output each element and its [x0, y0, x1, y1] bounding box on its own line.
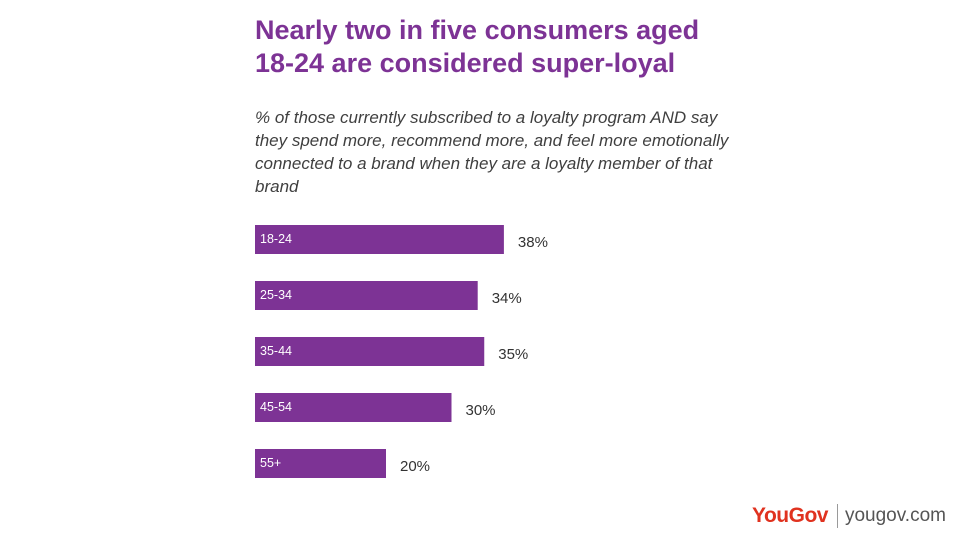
- chart-title-line-1: Nearly two in five consumers aged: [255, 15, 700, 45]
- value-label-55: 20%: [400, 458, 430, 475]
- bar-45-54: [255, 393, 452, 422]
- yougov-logo: YouGov: [752, 504, 828, 527]
- category-label-45-54: 45-54: [260, 400, 292, 414]
- logo-divider: [836, 504, 838, 528]
- bar-35-44: [255, 337, 485, 366]
- value-label-25-34: 34%: [492, 290, 522, 307]
- value-label-35-44: 35%: [498, 346, 528, 363]
- category-label-55: 55+: [260, 456, 281, 470]
- brand-url: yougov.com: [844, 505, 946, 526]
- chart-subtitle: % of those currently subscribed to a loy…: [255, 108, 729, 196]
- category-label-18-24: 18-24: [260, 232, 292, 246]
- bar-25-34: [255, 281, 478, 310]
- value-label-18-24: 38%: [518, 234, 548, 251]
- brand-footer: YouGov yougov.com: [752, 503, 946, 529]
- bar-18-24: [255, 225, 504, 254]
- category-label-35-44: 35-44: [260, 344, 292, 358]
- category-label-25-34: 25-34: [260, 288, 292, 302]
- value-label-45-54: 30%: [466, 402, 496, 419]
- bar-55: [255, 449, 386, 478]
- chart-title: Nearly two in five consumers aged 18-24 …: [255, 14, 775, 80]
- chart-title-line-2: 18-24 are considered super-loyal: [255, 48, 676, 78]
